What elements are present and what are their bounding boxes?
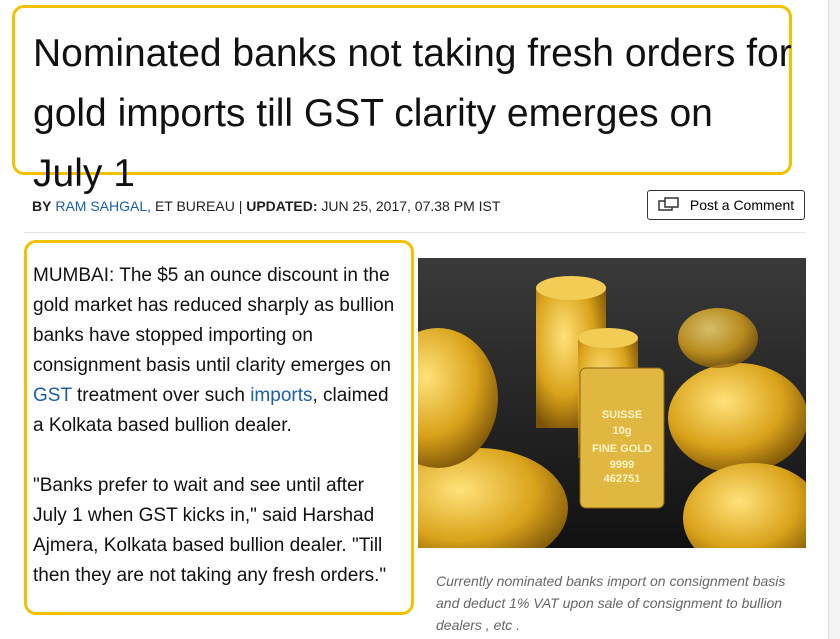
updated-date: JUN 25, 2017, 07.38 PM IST bbox=[321, 198, 501, 214]
gst-link[interactable]: GST bbox=[33, 385, 72, 406]
comment-button[interactable]: Post a Comment bbox=[647, 190, 805, 220]
bar-text: FINE GOLD bbox=[592, 443, 652, 455]
side-strip bbox=[828, 0, 840, 639]
comment-label: Post a Comment bbox=[689, 197, 795, 213]
bar-text: 10g bbox=[613, 425, 632, 437]
headline: Nominated banks not taking fresh orders … bbox=[33, 32, 792, 195]
updated-label: UPDATED: bbox=[246, 198, 318, 214]
bar-text: 462751 bbox=[604, 473, 641, 485]
author-link[interactable]: RAM SAHGAL, bbox=[55, 198, 152, 214]
headline-box: Nominated banks not taking fresh orders … bbox=[12, 5, 792, 195]
bar-text: 9999 bbox=[610, 459, 634, 471]
imports-link[interactable]: imports bbox=[250, 385, 313, 406]
text: MUMBAI: The $5 an ounce discount in the … bbox=[33, 265, 395, 376]
body-box: MUMBAI: The $5 an ounce discount in the … bbox=[24, 240, 414, 615]
byline-desk: ET BUREAU | bbox=[154, 198, 243, 214]
article-image: SUISSE 10g FINE GOLD 9999 462751 bbox=[418, 258, 806, 548]
article-body: MUMBAI: The $5 an ounce discount in the … bbox=[33, 261, 403, 621]
bar-text: SUISSE bbox=[602, 409, 642, 421]
separator bbox=[24, 232, 806, 233]
paragraph: "Banks prefer to wait and see until afte… bbox=[33, 475, 387, 586]
image-caption: Currently nominated banks import on cons… bbox=[436, 573, 786, 633]
byline: BY RAM SAHGAL, ET BUREAU | UPDATED: JUN … bbox=[32, 198, 500, 214]
comment-icon bbox=[658, 197, 679, 211]
text: treatment over such bbox=[77, 385, 245, 406]
byline-by: BY bbox=[32, 198, 52, 214]
paragraph: MUMBAI: The $5 an ounce discount in the … bbox=[33, 261, 403, 441]
text: , claimed a Kolkata based bullion dealer… bbox=[33, 385, 389, 436]
